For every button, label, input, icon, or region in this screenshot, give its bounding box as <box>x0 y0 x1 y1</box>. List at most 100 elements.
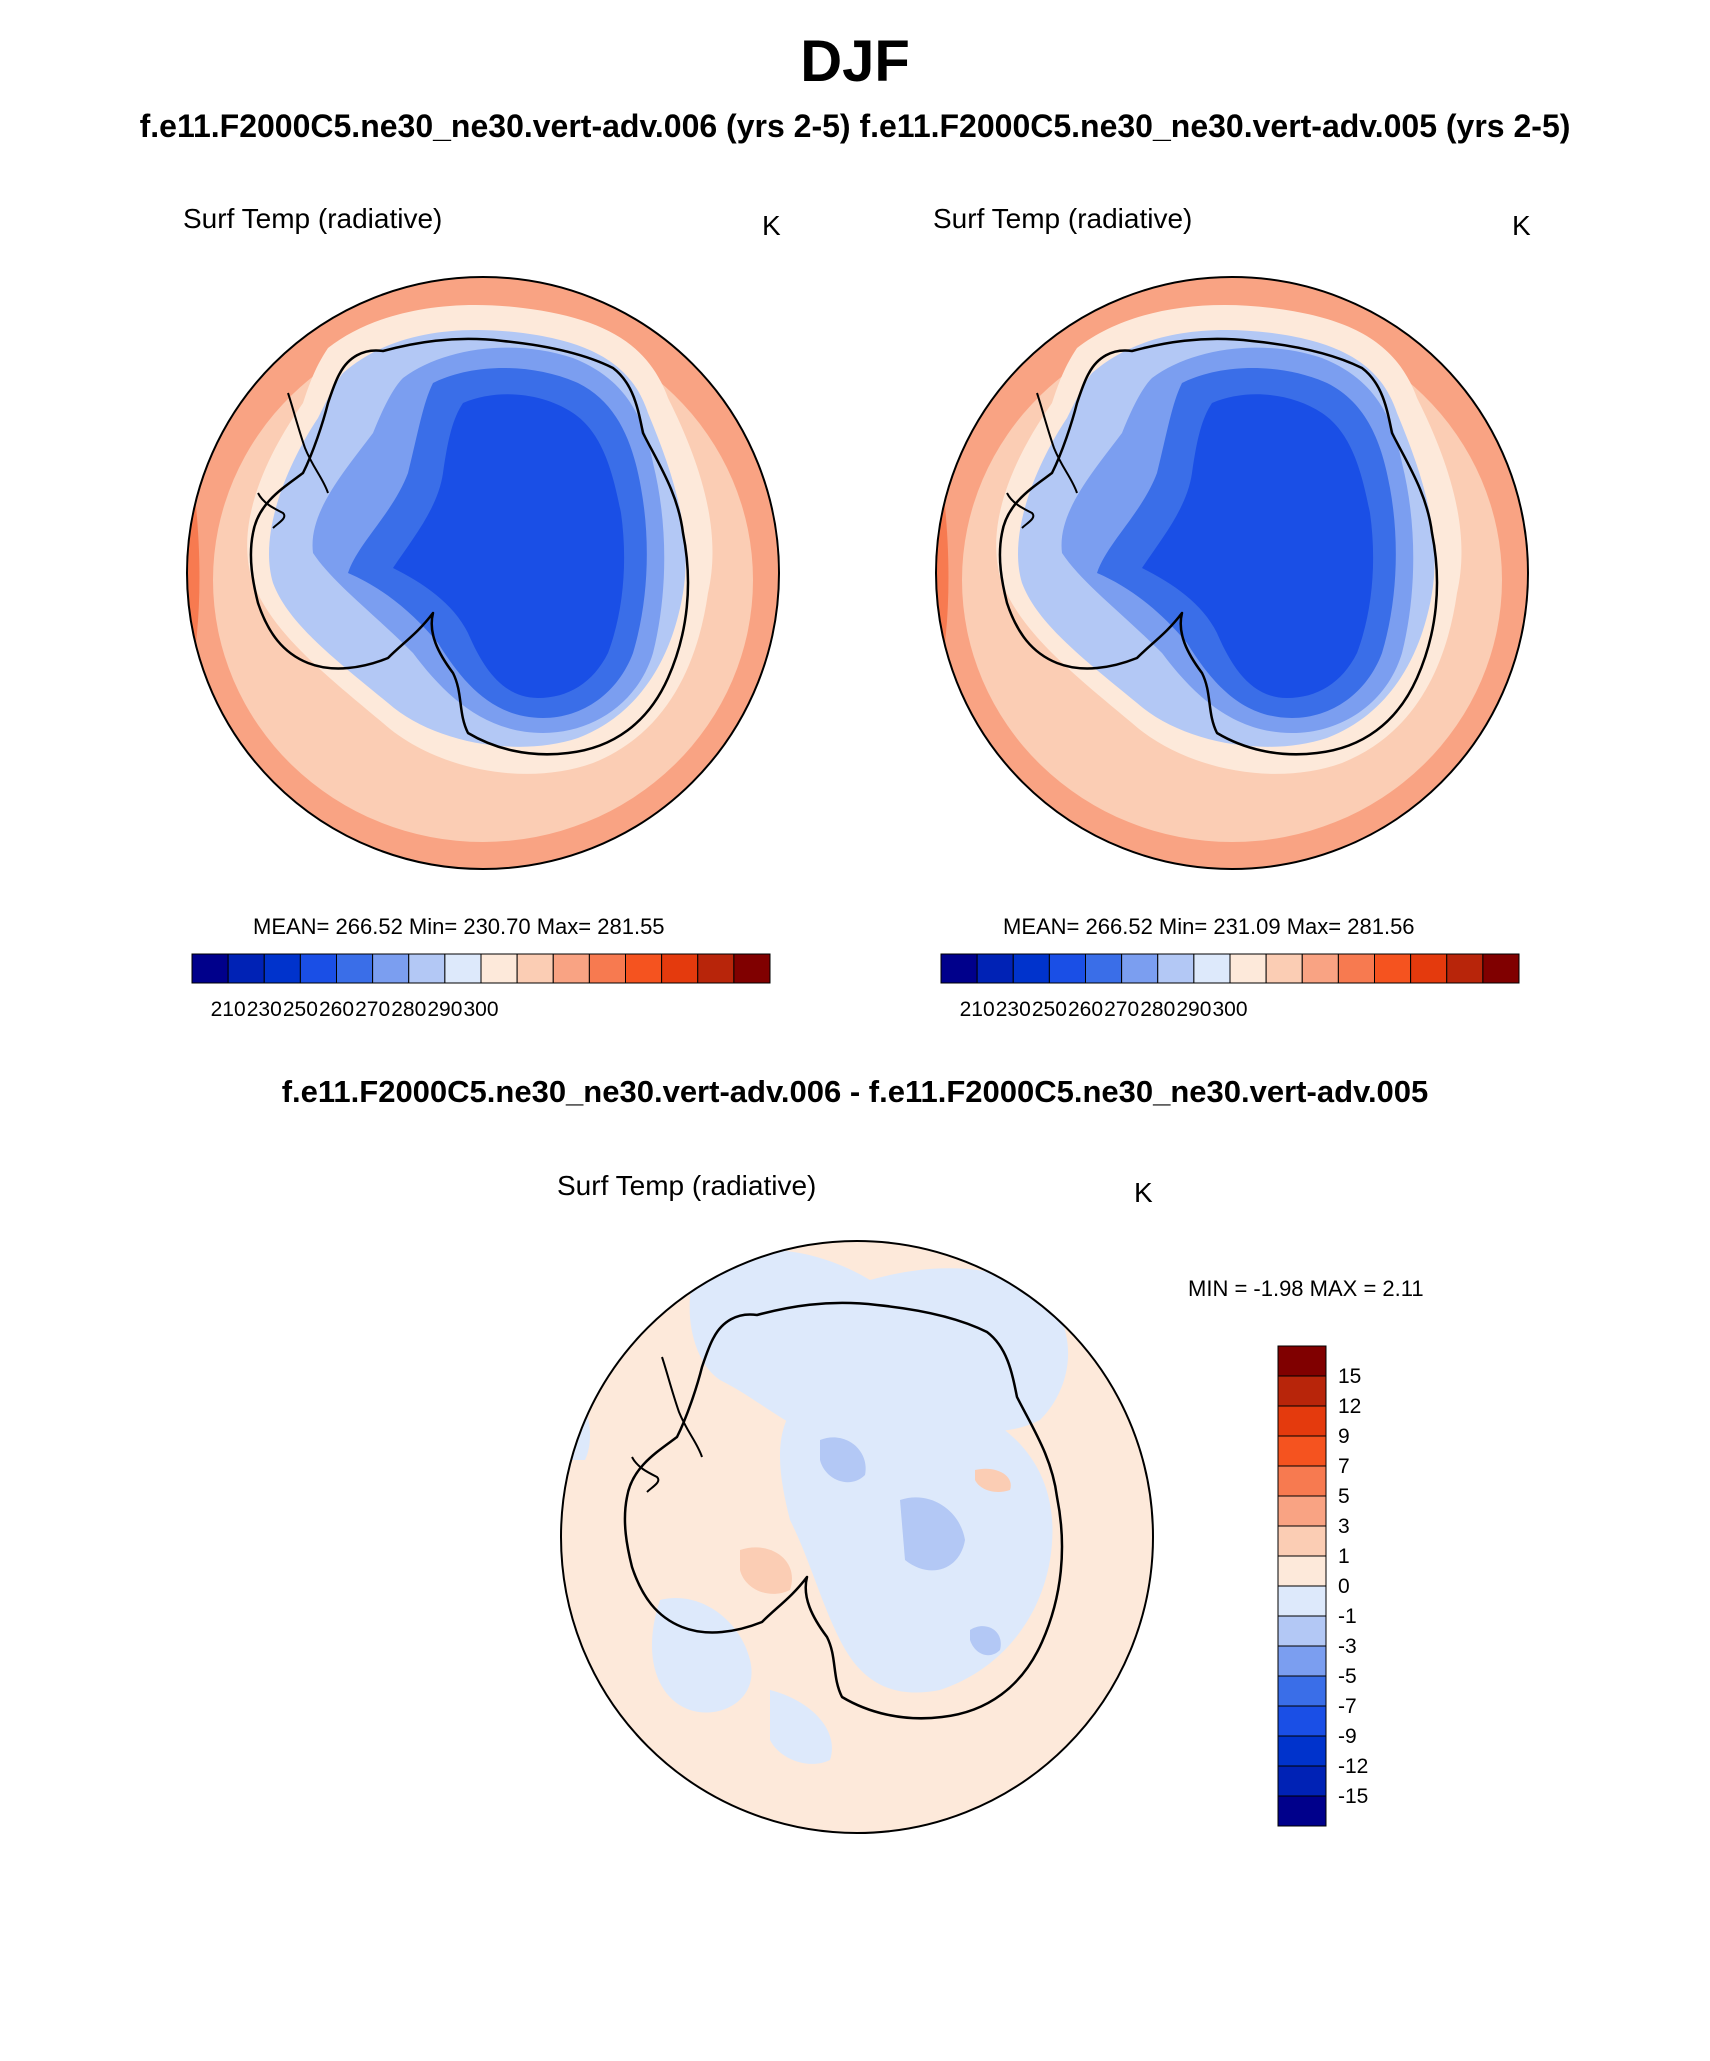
left-colorbar-tick-label: 260 <box>319 998 354 1021</box>
diff-colorbar-swatch <box>1277 1465 1327 1497</box>
right-colorbar-swatch <box>1337 953 1375 984</box>
diff-map <box>561 1241 1153 1833</box>
diff-colorbar-tick-label: -9 <box>1338 1725 1357 1748</box>
left-units-label: K <box>762 210 781 241</box>
left-map-border <box>186 276 780 870</box>
right-colorbar-swatch <box>1482 953 1520 984</box>
right-colorbar-tick-label: 210 <box>960 998 995 1021</box>
colorbar-diff: 15 12 9 7 5 3 1 0 -1 -3 -5 -7 -9 -12 -15 <box>1277 1345 1368 1827</box>
diff-colorbar-swatch <box>1277 1585 1327 1617</box>
right-stats: MEAN= 266.52 Min= 231.09 Max= 281.56 <box>1003 914 1415 939</box>
right-colorbar-swatch <box>1265 953 1303 984</box>
right-variable-label: Surf Temp (radiative) <box>933 203 1193 234</box>
left-colorbar-swatch <box>552 953 590 984</box>
right-units-label: K <box>1512 210 1531 241</box>
right-colorbar-tick-label: 230 <box>996 998 1031 1021</box>
colorbar-right: 210 230 250 260 270 280 290 300 <box>940 953 1520 1021</box>
left-colorbar-tick-label: 270 <box>355 998 390 1021</box>
right-colorbar-swatch <box>1048 953 1086 984</box>
right-colorbar-swatch <box>1446 953 1484 984</box>
right-colorbar-tick-label: 270 <box>1104 998 1139 1021</box>
right-colorbar-swatch <box>1229 953 1267 984</box>
left-colorbar-tick-label: 280 <box>391 998 426 1021</box>
diff-colorbar-tick-label: -7 <box>1338 1695 1357 1718</box>
figure-subtitle: f.e11.F2000C5.ne30_ne30.vert-adv.006 (yr… <box>139 108 1571 144</box>
right-colorbar-swatch <box>1301 953 1339 984</box>
right-colorbar-tick-label: 250 <box>1032 998 1067 1021</box>
right-colorbar-swatch <box>940 953 978 984</box>
diff-colorbar-tick-label: -3 <box>1338 1635 1357 1658</box>
left-stats: MEAN= 266.52 Min= 230.70 Max= 281.55 <box>253 914 665 939</box>
diff-map-border <box>560 1240 1154 1834</box>
diff-colorbar-swatch <box>1277 1405 1327 1437</box>
diff-colorbar-swatch <box>1277 1615 1327 1647</box>
difference-title: f.e11.F2000C5.ne30_ne30.vert-adv.006 - f… <box>281 1074 1429 1109</box>
diff-variable-label: Surf Temp (radiative) <box>557 1170 817 1201</box>
right-colorbar-tick-label: 300 <box>1212 998 1247 1021</box>
left-colorbar-swatch <box>191 953 229 984</box>
right-colorbar-swatch <box>1374 953 1412 984</box>
left-colorbar-tick-label: 250 <box>283 998 318 1021</box>
diff-colorbar-tick-label: -12 <box>1338 1755 1368 1778</box>
diff-colorbar-swatch <box>1277 1705 1327 1737</box>
diff-colorbar-swatch <box>1277 1345 1327 1377</box>
diff-colorbar-tick-label: 3 <box>1338 1515 1350 1538</box>
diff-colorbar-tick-label: 12 <box>1338 1395 1361 1418</box>
left-colorbar-swatch <box>299 953 337 984</box>
diff-colorbar-tick-label: 9 <box>1338 1425 1350 1448</box>
diff-colorbar-swatch <box>1277 1495 1327 1527</box>
left-map <box>187 277 779 869</box>
figure-title: DJF <box>800 29 910 94</box>
right-colorbar-swatch <box>1012 953 1050 984</box>
left-colorbar-tick-label: 290 <box>427 998 462 1021</box>
diff-colorbar-tick-label: 1 <box>1338 1545 1350 1568</box>
right-map-border <box>935 276 1529 870</box>
left-colorbar-swatch <box>480 953 518 984</box>
left-colorbar-swatch <box>408 953 446 984</box>
left-colorbar-swatch <box>263 953 301 984</box>
right-colorbar-swatch <box>1157 953 1195 984</box>
right-colorbar-tick-label: 260 <box>1068 998 1103 1021</box>
right-colorbar-swatch <box>1121 953 1159 984</box>
left-colorbar-swatch <box>733 953 771 984</box>
diff-units-label: K <box>1134 1177 1153 1208</box>
right-colorbar-swatch <box>1410 953 1448 984</box>
left-colorbar-swatch <box>516 953 554 984</box>
left-colorbar-tick-label: 210 <box>211 998 246 1021</box>
left-colorbar-swatch <box>227 953 265 984</box>
diff-colorbar-tick-label: 15 <box>1338 1365 1361 1388</box>
right-colorbar-swatch <box>976 953 1014 984</box>
diff-colorbar-swatch <box>1277 1795 1327 1827</box>
diff-colorbar-tick-label: -15 <box>1338 1785 1368 1808</box>
left-colorbar-swatch <box>336 953 374 984</box>
left-colorbar-swatch <box>661 953 699 984</box>
diff-colorbar-swatch <box>1277 1735 1327 1767</box>
diff-colorbar-tick-label: -5 <box>1338 1665 1357 1688</box>
diff-colorbar-tick-label: -1 <box>1338 1605 1357 1628</box>
diff-colorbar-swatch <box>1277 1435 1327 1467</box>
left-colorbar-swatch <box>444 953 482 984</box>
left-variable-label: Surf Temp (radiative) <box>183 203 443 234</box>
diff-colorbar-tick-label: 0 <box>1338 1575 1350 1598</box>
diff-colorbar-swatch <box>1277 1675 1327 1707</box>
right-colorbar-swatch <box>1085 953 1123 984</box>
diff-colorbar-tick-label: 5 <box>1338 1485 1350 1508</box>
right-map <box>936 277 1528 869</box>
left-colorbar-tick-label: 300 <box>463 998 498 1021</box>
left-colorbar-tick-label: 230 <box>247 998 282 1021</box>
diff-colorbar-tick-label: 7 <box>1338 1455 1350 1478</box>
diff-stats: MIN = -1.98 MAX = 2.11 <box>1188 1276 1424 1301</box>
diff-colorbar-swatch <box>1277 1555 1327 1587</box>
left-colorbar-swatch <box>697 953 735 984</box>
right-colorbar-tick-label: 290 <box>1176 998 1211 1021</box>
diff-colorbar-swatch <box>1277 1645 1327 1677</box>
diff-colorbar-swatch <box>1277 1765 1327 1797</box>
left-colorbar-swatch <box>588 953 626 984</box>
left-colorbar-swatch <box>372 953 410 984</box>
right-colorbar-tick-label: 280 <box>1140 998 1175 1021</box>
diff-colorbar-swatch <box>1277 1375 1327 1407</box>
left-colorbar-swatch <box>625 953 663 984</box>
diff-colorbar-swatch <box>1277 1525 1327 1557</box>
right-colorbar-swatch <box>1193 953 1231 984</box>
